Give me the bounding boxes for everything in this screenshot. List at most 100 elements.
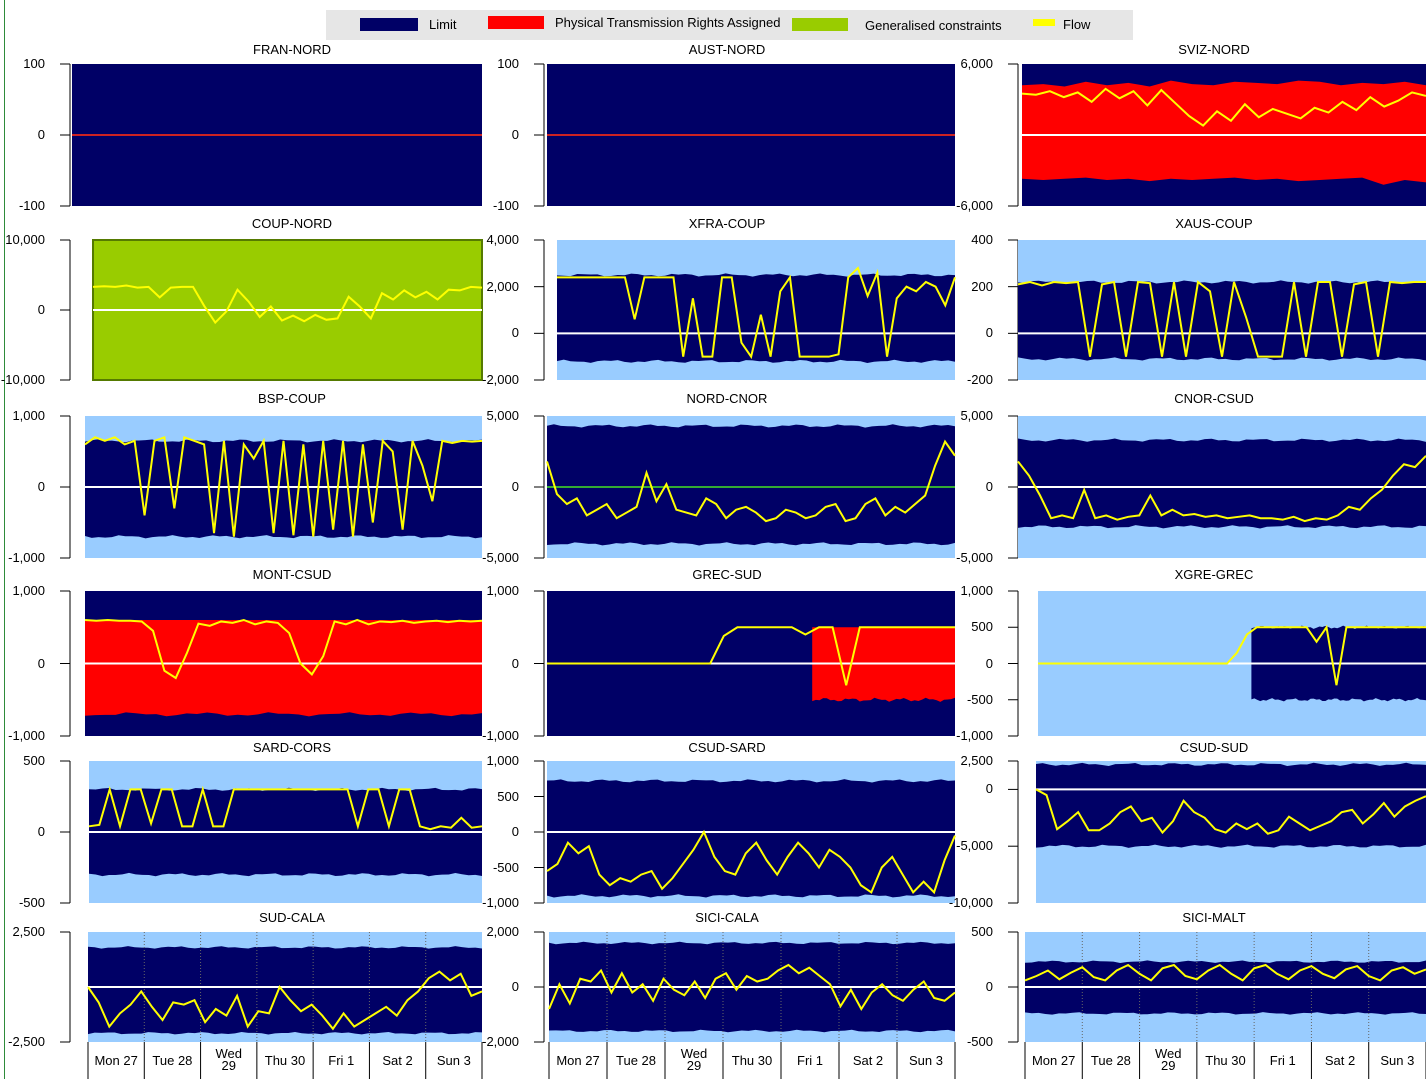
- plot-title: XAUS-COUP: [1175, 216, 1253, 231]
- x-tick-label: Thu 30: [722, 1053, 782, 1068]
- x-tick-label-part: Thu 30: [731, 1053, 773, 1068]
- y-tick-label: 0: [37, 127, 45, 142]
- x-tick-label: Wed 29: [199, 1046, 259, 1073]
- x-tick-label: Fri 1: [311, 1053, 371, 1068]
- plot-title: GREC-SUD: [692, 567, 762, 582]
- y-tick-label: -500: [966, 1034, 993, 1049]
- x-tick-label: Tue 28: [606, 1054, 666, 1067]
- y-tick-label: -5,000: [956, 838, 993, 854]
- x-tick-label: Sun 3: [896, 1053, 956, 1068]
- x-tick-label-part: Tue 28: [1090, 1053, 1131, 1068]
- left-border: [4, 0, 5, 1079]
- y-tick-label: 0: [37, 479, 45, 494]
- x-tick-label: Sat 2: [368, 1054, 428, 1067]
- legend-swatch-generalised: [792, 18, 848, 31]
- x-tick-label-part: Fri 1: [328, 1053, 355, 1068]
- y-tick-label: 0: [37, 655, 45, 671]
- y-tick-label: 1,000: [486, 753, 519, 768]
- plot-title: NORD-CNOR: [686, 391, 768, 406]
- x-tick-label: Sun 3: [1367, 1053, 1426, 1068]
- y-tick-label: 2,000: [486, 924, 519, 939]
- plot-title: SICI-MALT: [1182, 910, 1246, 925]
- x-tick-label: Thu 30: [255, 1053, 315, 1068]
- y-tick-label: 0: [511, 655, 519, 671]
- plot-title: AUST-NORD: [688, 42, 766, 57]
- y-tick-label: 400: [971, 232, 993, 247]
- x-tick-label-part: Mon 27: [1031, 1053, 1076, 1068]
- y-tick-label: -1,000: [482, 895, 519, 910]
- y-tick-label: 0: [985, 781, 993, 797]
- y-tick-label: 6,000: [960, 56, 993, 71]
- x-tick-label-part: Wed: [680, 1046, 708, 1061]
- y-tick-label: -100: [492, 198, 519, 213]
- y-tick-label: 1,000: [960, 583, 993, 598]
- y-tick-label: 0: [511, 824, 519, 839]
- y-tick-label: -6,000: [956, 198, 993, 213]
- x-tick-label: Tue 28: [142, 1053, 202, 1068]
- y-tick-label: -10,000: [0, 372, 45, 387]
- y-tick-label: -5,000: [482, 550, 519, 565]
- legend-swatch-flow: [1033, 19, 1055, 26]
- plot-title: SVIZ-NORD: [1178, 42, 1250, 57]
- x-tick-label-part: 29: [1160, 1058, 1176, 1073]
- x-tick-label: Wed 29: [664, 1046, 724, 1073]
- y-tick-label: 100: [23, 56, 45, 71]
- x-tick-label: Fri 1: [1253, 1053, 1313, 1068]
- y-tick-label: 2,500: [960, 753, 993, 768]
- y-tick-label: 200: [971, 278, 993, 294]
- x-tick-label-part: Thu 30: [264, 1053, 306, 1068]
- y-tick-label: 100: [497, 56, 519, 71]
- y-tick-label: 0: [37, 302, 45, 317]
- x-tick-label-part: Thu 30: [1205, 1053, 1246, 1068]
- x-tick-label-part: 29: [221, 1058, 236, 1073]
- plot-title: SARD-CORS: [252, 740, 331, 755]
- legend-swatch-ptr: [488, 16, 544, 29]
- y-tick-label: -1,000: [8, 728, 45, 743]
- y-tick-label: 0: [985, 655, 993, 671]
- y-tick-label: -500: [966, 691, 993, 707]
- plot-title: FRAN-NORD: [253, 42, 331, 57]
- y-tick-label: -200: [966, 372, 993, 387]
- y-tick-label: -500: [492, 859, 519, 875]
- plot-title: BSP-COUP: [258, 391, 326, 406]
- x-tick-label: Mon 27: [1024, 1053, 1084, 1068]
- x-tick-label-part: 29: [686, 1058, 702, 1073]
- y-tick-label: 4,000: [486, 232, 519, 247]
- y-tick-label: -1,000: [956, 728, 993, 743]
- x-tick-label-part: Mon 27: [94, 1053, 138, 1068]
- x-tick-label-part: Sat 2: [1324, 1053, 1356, 1068]
- x-tick-label-part: Fri 1: [1269, 1053, 1296, 1068]
- x-tick-label-part: Sun 3: [1380, 1053, 1415, 1068]
- y-tick-label: -10,000: [948, 895, 993, 910]
- y-tick-label: 5,000: [486, 408, 519, 423]
- plot-title: XGRE-GREC: [1174, 567, 1254, 582]
- legend-label-flow: Flow: [1063, 17, 1091, 32]
- y-tick-label: 0: [511, 325, 519, 341]
- legend-swatch-limit: [360, 18, 418, 31]
- y-tick-label: 0: [511, 979, 519, 994]
- x-tick-label: Sat 2: [1310, 1053, 1370, 1068]
- plot-title: CSUD-SUD: [1179, 740, 1249, 755]
- x-tick-label: Wed 29: [1138, 1047, 1198, 1073]
- y-tick-label: 2,000: [486, 278, 519, 294]
- y-tick-label: 0: [37, 824, 45, 839]
- y-tick-label: 10,000: [5, 232, 45, 247]
- x-tick-label-part: Sun 3: [909, 1053, 943, 1068]
- y-tick-label: 0: [985, 979, 993, 994]
- y-tick-label: -100: [18, 198, 45, 213]
- y-tick-label: 0: [511, 127, 519, 142]
- y-tick-label: 2,500: [12, 924, 45, 939]
- plot-title: CNOR-CSUD: [1174, 391, 1254, 406]
- y-tick-label: 500: [971, 924, 993, 939]
- plot-title: XFRA-COUP: [688, 216, 766, 231]
- x-tick-label-part: Tue 28: [152, 1053, 193, 1068]
- x-tick-label-part: Fri 1: [797, 1053, 823, 1068]
- x-tick-label: Tue 28: [1081, 1053, 1141, 1068]
- y-tick-label: -2,000: [482, 1034, 519, 1049]
- x-tick-label: Mon 27: [86, 1053, 146, 1068]
- y-tick-label: 500: [497, 788, 519, 804]
- x-tick-label-part: Wed: [215, 1046, 242, 1061]
- y-tick-label: -1,000: [482, 728, 519, 743]
- chart-legend: Limit Physical Transmission Rights Assig…: [326, 10, 1133, 40]
